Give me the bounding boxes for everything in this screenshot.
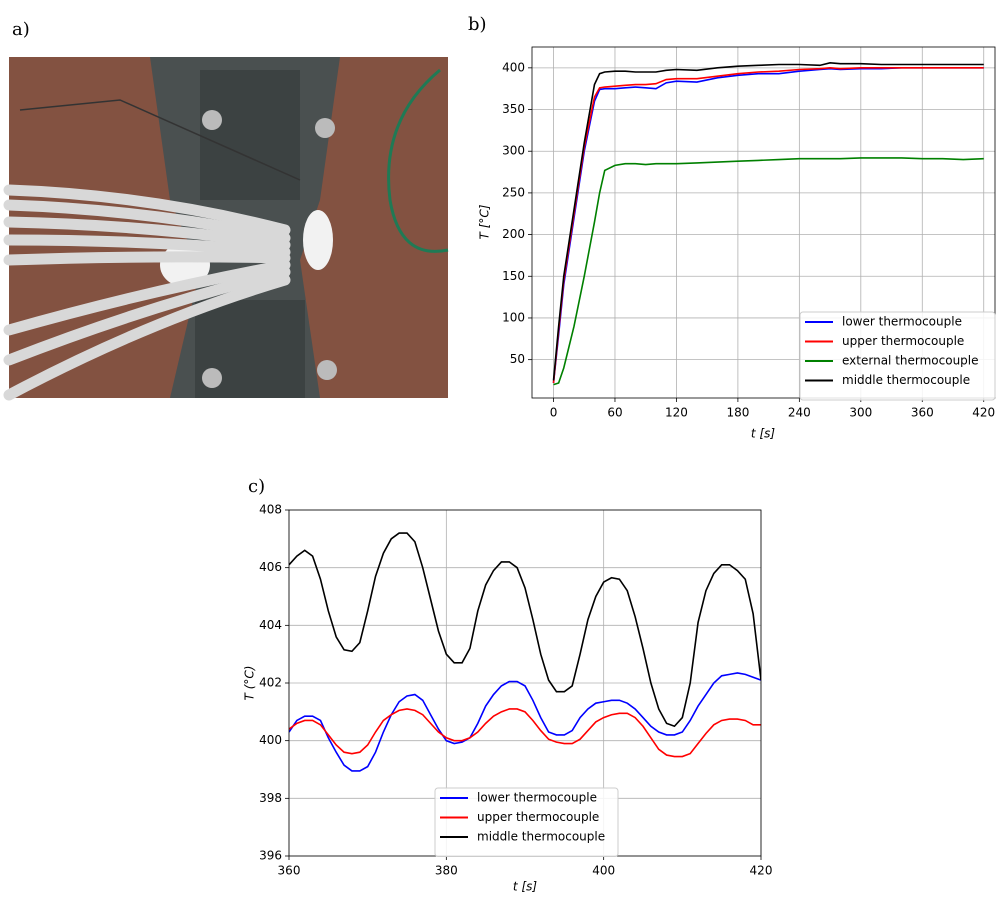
photo (9, 57, 448, 398)
panel-label: c) (248, 476, 265, 497)
x-tick-label: 360 (278, 864, 301, 878)
x-tick-label: 380 (435, 864, 458, 878)
y-tick-label: 100 (502, 310, 525, 324)
series-line (289, 673, 761, 771)
y-tick-label: 402 (259, 676, 282, 690)
x-axis-label: t [s] (751, 427, 775, 441)
figure: a) b) 0 60 120 180 240 300 360 420 50 100 150 200 250… (0, 0, 1000, 897)
series-line (289, 533, 761, 726)
legend-label: lower thermocouple (477, 791, 597, 805)
legend-label: upper thermocouple (842, 334, 964, 348)
legend-label: middle thermocouple (842, 373, 970, 387)
y-tick-label: 408 (259, 503, 282, 517)
y-axis-label: T [°C] (478, 204, 492, 239)
x-axis-label: t [s] (513, 880, 537, 894)
x-tick-label: 240 (788, 406, 811, 420)
y-tick-label: 250 (502, 185, 525, 199)
x-tick-label: 180 (726, 406, 749, 420)
legend-label: middle thermocouple (477, 830, 605, 844)
y-tick-label: 150 (502, 269, 525, 283)
x-tick-label: 300 (849, 406, 872, 420)
panel-label: b) (468, 14, 487, 35)
y-axis-label: T (°C) (243, 666, 257, 701)
legend-label: lower thermocouple (842, 315, 962, 329)
y-tick-label: 50 (510, 352, 525, 366)
y-tick-label: 350 (502, 102, 525, 116)
y-tick-label: 400 (502, 60, 525, 74)
x-tick-label: 400 (592, 864, 615, 878)
y-tick-label: 404 (259, 618, 282, 632)
x-tick-label: 420 (750, 864, 773, 878)
x-tick-label: 0 (550, 406, 558, 420)
x-tick-label: 420 (972, 406, 995, 420)
series-line (289, 709, 761, 757)
panel-label: a) (12, 19, 30, 40)
y-tick-label: 396 (259, 849, 282, 863)
x-tick-label: 60 (607, 406, 622, 420)
y-tick-label: 300 (502, 144, 525, 158)
y-tick-label: 200 (502, 227, 525, 241)
y-tick-label: 406 (259, 560, 282, 574)
x-tick-label: 120 (665, 406, 688, 420)
y-tick-label: 400 (259, 733, 282, 747)
legend-label: external thermocouple (842, 354, 979, 368)
legend-label: upper thermocouple (477, 810, 599, 824)
x-tick-label: 360 (911, 406, 934, 420)
y-tick-label: 398 (259, 791, 282, 805)
